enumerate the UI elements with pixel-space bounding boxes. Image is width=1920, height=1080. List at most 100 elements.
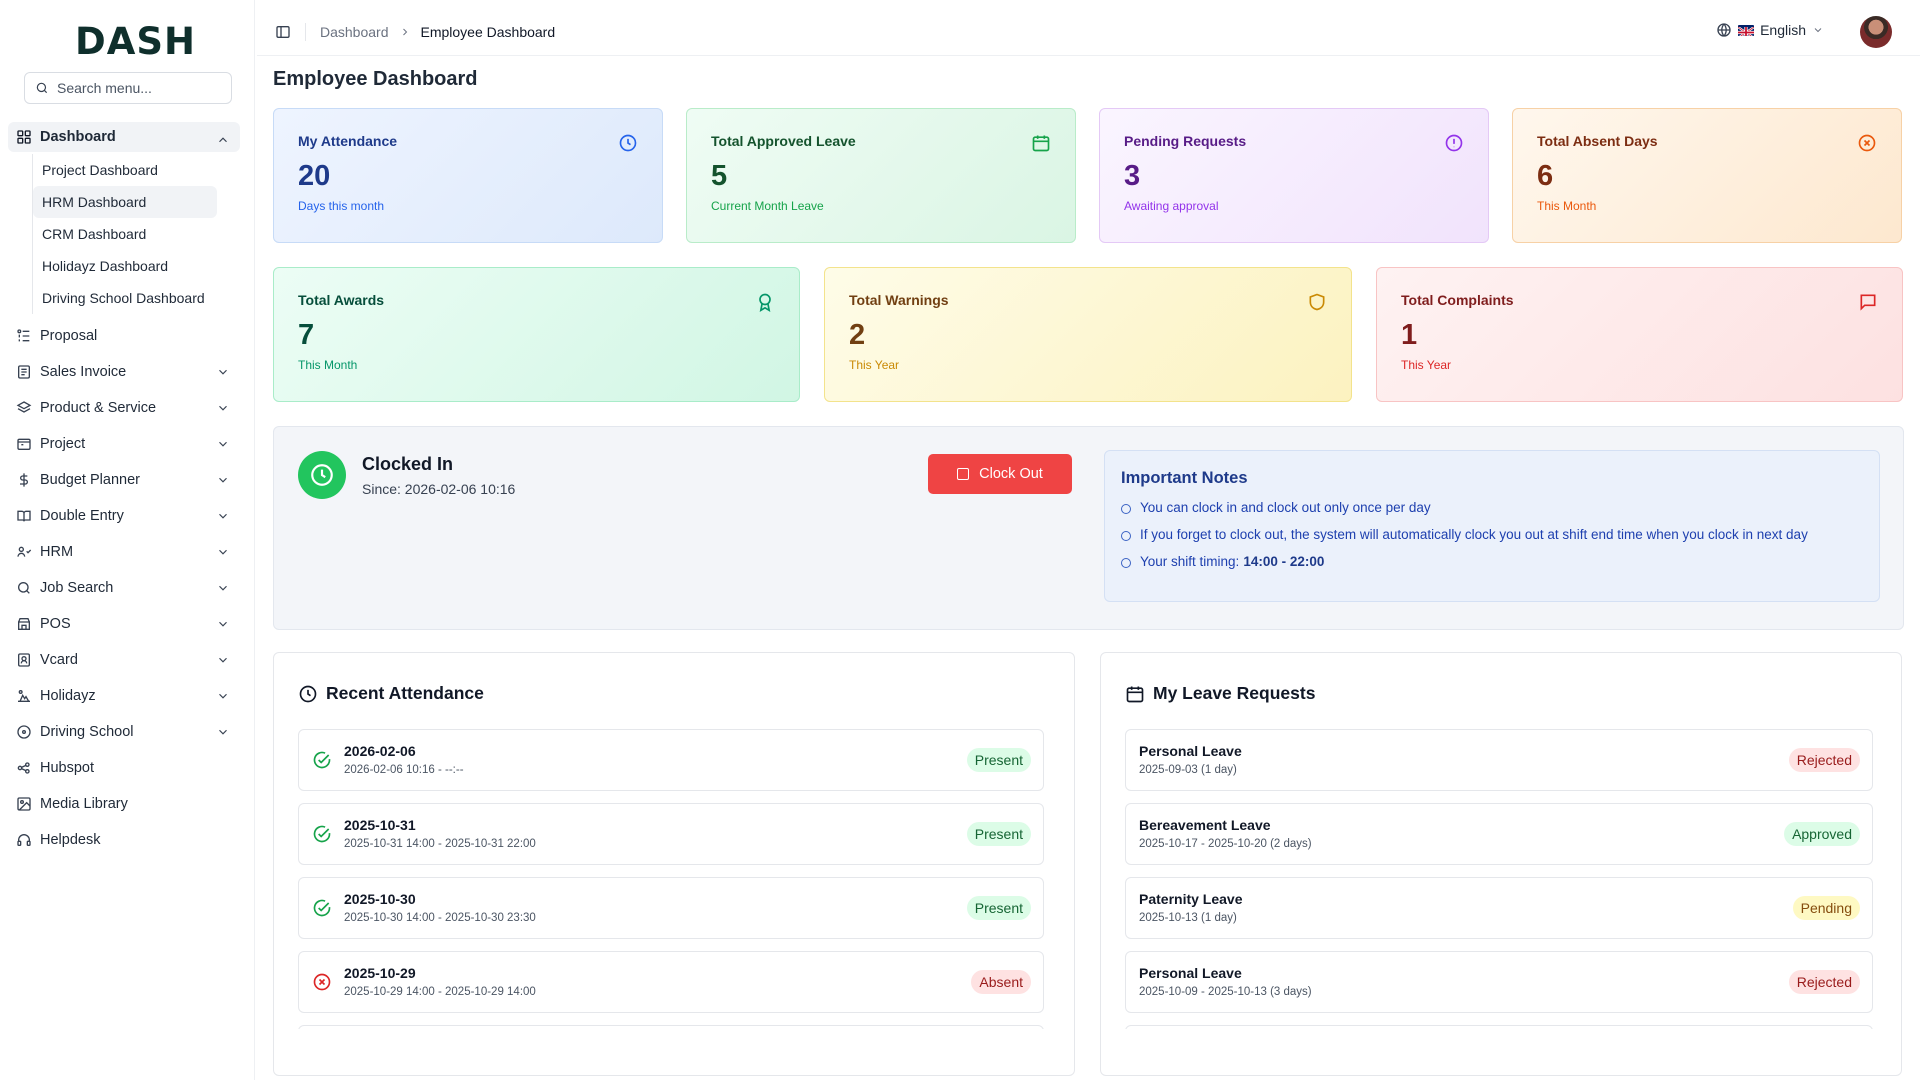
page-title: Employee Dashboard: [273, 68, 478, 90]
store-icon: [16, 616, 32, 632]
app-logo[interactable]: DASH: [75, 20, 196, 63]
status-badge: Pending: [1792, 896, 1860, 920]
leave-row[interactable]: Personal Leave 2025-09-03 (1 day) Reject…: [1125, 729, 1873, 791]
sidebar-item-holidayz[interactable]: Holidayz: [8, 678, 240, 714]
clock-out-button[interactable]: Clock Out: [928, 454, 1072, 494]
sidebar-item-label: Budget Planner: [40, 472, 140, 488]
check-circle-icon: [313, 899, 331, 917]
dollar-icon: [16, 472, 32, 488]
attendance-row[interactable]: 2026-02-06 2026-02-06 10:16 - --:-- Pres…: [298, 729, 1044, 791]
stat-subtext: This Year: [1401, 358, 1452, 372]
chevron-down-icon: [219, 369, 227, 375]
sidebar-item-dashboard[interactable]: Dashboard: [8, 122, 240, 152]
attendance-date: 2025-10-30: [344, 891, 416, 907]
leave-dates: 2025-10-09 - 2025-10-13 (3 days): [1139, 986, 1312, 998]
sidebar-subitem-hrm-dashboard[interactable]: HRM Dashboard: [33, 186, 217, 218]
sidebar-subitem-project-dashboard[interactable]: Project Dashboard: [42, 162, 158, 178]
sidebar-item-product-service[interactable]: Product & Service: [8, 390, 240, 426]
uk-flag-icon: [1738, 24, 1755, 36]
sidebar-item-vcard[interactable]: Vcard: [8, 642, 240, 678]
sidebar-item-double-entry[interactable]: Double Entry: [8, 498, 240, 534]
sidebar-item-hrm[interactable]: HRM: [8, 534, 240, 570]
chevron-down-icon: [219, 549, 227, 555]
chevron-down-icon: [1814, 28, 1822, 33]
sidebar-subitem-crm-dashboard[interactable]: CRM Dashboard: [42, 226, 147, 242]
attendance-row[interactable]: 2025-10-29 2025-10-29 14:00 - 2025-10-29…: [298, 951, 1044, 1013]
sidebar-subitem-holidayz-dashboard[interactable]: Holidayz Dashboard: [42, 258, 169, 274]
clock-icon: [619, 134, 637, 152]
leave-type: Bereavement Leave: [1139, 817, 1271, 833]
sidebar-item-label: Driving School: [40, 724, 134, 740]
leave-row[interactable]: Bereavement Leave 2025-10-17 - 2025-10-2…: [1125, 803, 1873, 865]
language-label: English: [1760, 22, 1806, 38]
sidebar-nav: Dashboard Project Dashboard HRM Dashboar…: [8, 122, 240, 858]
sidebar-item-driving-school[interactable]: Driving School: [8, 714, 240, 750]
globe-icon: [1717, 23, 1731, 37]
stat-card-total-absent-days: Total Absent Days 6 This Month: [1512, 108, 1902, 243]
stat-value: 7: [298, 319, 315, 351]
breadcrumb-root[interactable]: Dashboard: [320, 23, 389, 40]
chevron-down-icon: [219, 405, 227, 411]
breadcrumb-current: Employee Dashboard: [420, 23, 556, 40]
stat-card-pending-requests: Pending Requests 3 Awaiting approval: [1099, 108, 1489, 243]
leave-dates: 2025-10-17 - 2025-10-20 (2 days): [1139, 838, 1312, 850]
sidebar-item-sales-invoice[interactable]: Sales Invoice: [8, 354, 240, 390]
layers-icon: [16, 400, 32, 416]
alert-circle-icon: [1445, 134, 1463, 152]
x-circle-icon: [313, 973, 331, 991]
search-menu[interactable]: [24, 72, 232, 104]
sidebar-subitem-driving-school-dashboard[interactable]: Driving School Dashboard: [42, 290, 205, 306]
sidebar-item-label: Holidayz: [40, 688, 96, 704]
sidebar-item-job-search[interactable]: Job Search: [8, 570, 240, 606]
stat-card-total-approved-leave: Total Approved Leave 5 Current Month Lea…: [686, 108, 1076, 243]
recent-attendance-header: Recent Attendance: [298, 683, 484, 704]
circle-icon: [1121, 504, 1131, 514]
sidebar-item-label: HRM: [40, 544, 74, 560]
leave-row[interactable]: Personal Leave 2025-10-09 - 2025-10-13 (…: [1125, 951, 1873, 1013]
image-icon: [16, 796, 32, 812]
recent-attendance-panel: Recent Attendance 2026-02-06 2026-02-06 …: [273, 652, 1075, 1076]
sidebar-item-label: Double Entry: [40, 508, 124, 524]
sidebar-item-budget-planner[interactable]: Budget Planner: [8, 462, 240, 498]
sidebar-item-label: Vcard: [40, 652, 78, 668]
stat-label: Total Complaints: [1401, 292, 1514, 308]
language-selector[interactable]: English: [1716, 22, 1824, 38]
leave-row[interactable]: Study Leave: [1125, 1025, 1873, 1029]
stat-subtext: This Month: [298, 358, 358, 372]
stop-icon: [957, 468, 970, 480]
sidebar-item-hubspot[interactable]: Hubspot: [8, 750, 240, 786]
sidebar-item-pos[interactable]: POS: [8, 606, 240, 642]
sidebar-item-proposal[interactable]: Proposal: [8, 318, 240, 354]
sidebar-item-helpdesk[interactable]: Helpdesk: [8, 822, 240, 858]
chevron-right-icon: [399, 26, 411, 38]
user-avatar[interactable]: [1860, 16, 1892, 48]
stat-value: 5: [711, 160, 728, 192]
note-item: You can clock in and clock out only once…: [1121, 500, 1863, 515]
chevron-up-icon: [219, 137, 227, 143]
calendar-icon: [1032, 135, 1050, 152]
leave-row[interactable]: Paternity Leave 2025-10-13 (1 day) Pendi…: [1125, 877, 1873, 939]
sidebar-item-label: Project: [40, 436, 86, 452]
stat-value: 3: [1124, 160, 1141, 192]
sidebar-toggle-icon[interactable]: [275, 24, 291, 40]
stat-subtext: Current Month Leave: [711, 199, 824, 213]
check-circle-icon: [313, 825, 331, 843]
sidebar-item-media-library[interactable]: Media Library: [8, 786, 240, 822]
stat-label: Total Warnings: [849, 292, 949, 308]
search-icon: [16, 580, 32, 596]
attendance-row[interactable]: 2025-10-31 2025-10-31 14:00 - 2025-10-31…: [298, 803, 1044, 865]
clock-since: Since: 2026-02-06 10:16: [362, 481, 516, 497]
chevron-down-icon: [219, 441, 227, 447]
attendance-list: 2026-02-06 2026-02-06 10:16 - --:-- Pres…: [298, 729, 1044, 1029]
circle-icon: [1121, 531, 1131, 541]
attendance-row[interactable]: 2025-10-28: [298, 1025, 1044, 1029]
shift-timing: 14:00 - 22:00: [1243, 554, 1325, 569]
attendance-row[interactable]: 2025-10-30 2025-10-30 14:00 - 2025-10-30…: [298, 877, 1044, 939]
leave-type: Paternity Leave: [1139, 891, 1243, 907]
sidebar-item-project[interactable]: Project: [8, 426, 240, 462]
leave-requests-header: My Leave Requests: [1125, 683, 1315, 704]
stat-subtext: This Year: [849, 358, 900, 372]
divider: [305, 22, 306, 41]
search-menu-input[interactable]: [57, 80, 217, 96]
check-circle-icon: [313, 751, 331, 769]
